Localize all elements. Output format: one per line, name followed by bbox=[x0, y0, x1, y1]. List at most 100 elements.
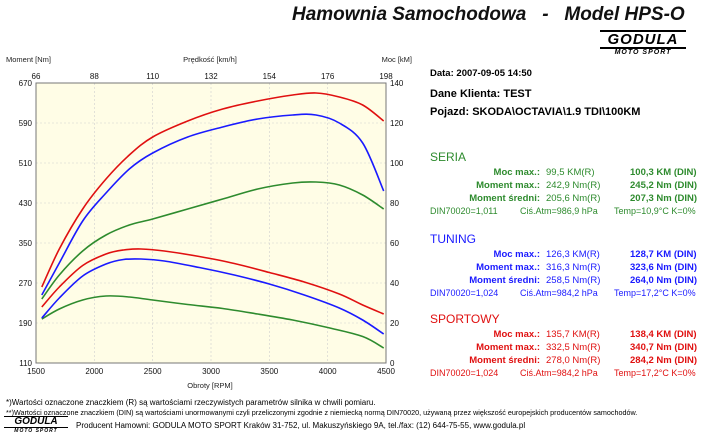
footer-logo-name: GODULA bbox=[4, 416, 68, 428]
x-top-axis-label: Prędkość [km/h] bbox=[183, 55, 237, 64]
y-left-tick-label: 590 bbox=[19, 119, 33, 128]
date-label: Data: bbox=[430, 68, 454, 79]
row-label: Moc max.: bbox=[493, 249, 540, 260]
y-right-tick-label: 120 bbox=[390, 119, 404, 128]
value-r: 278,0 Nm(R) bbox=[546, 355, 601, 366]
temperature: Temp=10,9°C K=0% bbox=[614, 206, 696, 216]
section-title: TUNING bbox=[430, 232, 476, 246]
value-r: 205,6 Nm(R) bbox=[546, 193, 601, 204]
value-r: 316,3 Nm(R) bbox=[546, 262, 601, 273]
pressure: Ciś.Atm=984,2 hPa bbox=[520, 288, 598, 298]
power-curve-3 bbox=[41, 181, 385, 300]
x-top-tick-label: 154 bbox=[263, 72, 277, 81]
torque-curve-2 bbox=[41, 248, 385, 315]
vehicle-label: Pojazd: bbox=[430, 106, 470, 118]
vehicle-line: Pojazd: SKODA\OCTAVIA\1.9 TDI\100KM bbox=[430, 106, 640, 118]
y-left-tick-label: 350 bbox=[19, 239, 33, 248]
x-top-tick-label: 88 bbox=[90, 72, 99, 81]
x-top-tick-label: 110 bbox=[146, 72, 159, 81]
result-row: Moment max.:316,3 Nm(R)323,6 Nm (DIN)240… bbox=[430, 262, 712, 274]
result-row: Moment średni:278,0 Nm(R)284,2 Nm (DIN)+… bbox=[430, 355, 712, 367]
x-tick-label: 4500 bbox=[377, 367, 395, 376]
value-din: 207,3 Nm (DIN) bbox=[630, 193, 698, 204]
x-top-tick-label: 176 bbox=[321, 72, 335, 81]
footnote-din: **)Wartości oznaczone znaczkiem (DIN) są… bbox=[6, 408, 638, 417]
section-2: SPORTOWY Moc max.: 135,7 KM(R) 138,4 KM (DI… bbox=[430, 312, 712, 388]
row-label: Moment średni: bbox=[469, 193, 540, 204]
value-din: 264,0 Nm (DIN) bbox=[630, 275, 698, 286]
page-title: Hamownia Samochodowa - Model HPS-O bbox=[292, 4, 685, 25]
client-label: Dane Klienta: bbox=[430, 88, 501, 100]
y-left-tick-label: 430 bbox=[19, 199, 33, 208]
din-factor: DIN70020=1,024 bbox=[430, 368, 499, 378]
y-right-tick-label: 0 bbox=[390, 359, 395, 368]
row-label: Moment średni: bbox=[469, 275, 540, 286]
value-r: 126,3 KM(R) bbox=[546, 249, 600, 260]
result-row: Moment max.:242,9 Nm(R)245,2 Nm (DIN)211… bbox=[430, 180, 712, 192]
value-din: 138,4 KM (DIN) bbox=[630, 329, 697, 340]
y-right-axis-label: Moc [kM] bbox=[382, 55, 412, 64]
row-label: Moment max.: bbox=[476, 180, 540, 191]
temperature: Temp=17,2°C K=0% bbox=[614, 288, 696, 298]
row-label: Moment średni: bbox=[469, 355, 540, 366]
y-right-tick-label: 40 bbox=[390, 279, 399, 288]
section-title: SERIA bbox=[430, 150, 467, 164]
footnote-r: *)Wartości oznaczone znaczkiem (R) są wa… bbox=[6, 398, 376, 407]
row-label: Moc max.: bbox=[493, 167, 540, 178]
y-left-tick-label: 270 bbox=[19, 279, 33, 288]
y-left-tick-label: 670 bbox=[19, 79, 33, 88]
value-din: 323,6 Nm (DIN) bbox=[630, 262, 698, 273]
x-axis-label: Obroty [RPM] bbox=[187, 381, 232, 390]
x-tick-label: 2000 bbox=[85, 367, 103, 376]
y-left-tick-label: 190 bbox=[19, 319, 33, 328]
date-line: Data: 2007-09-05 14:50 bbox=[430, 68, 532, 79]
footer-logo: GODULA MOTO SPORT bbox=[4, 416, 68, 434]
y-left-axis-label: Moment [Nm] bbox=[6, 55, 51, 64]
row-label: Moc max.: bbox=[493, 329, 540, 340]
value-r: 242,9 Nm(R) bbox=[546, 180, 601, 191]
y-left-tick-label: 110 bbox=[19, 359, 32, 368]
footer-logo-subtitle: MOTO SPORT bbox=[14, 428, 58, 434]
client-value: TEST bbox=[503, 88, 532, 100]
torque-curve-0 bbox=[41, 295, 385, 349]
y-right-tick-label: 60 bbox=[390, 239, 399, 248]
power-curve-5 bbox=[41, 92, 385, 288]
value-din: 100,3 KM (DIN) bbox=[630, 167, 697, 178]
value-din: 128,7 KM (DIN) bbox=[630, 249, 697, 260]
torque-curve-1 bbox=[41, 258, 385, 335]
din-factor: DIN70020=1,024 bbox=[430, 288, 499, 298]
producer-info: Producent Hamowni: GODULA MOTO SPORT Kra… bbox=[76, 421, 526, 430]
y-right-tick-label: 80 bbox=[390, 199, 399, 208]
x-top-tick-label: 132 bbox=[204, 72, 218, 81]
result-row: Moc max.:135,7 KM(R)138,4 KM (DIN)3820 o… bbox=[430, 329, 712, 341]
power-curve-4 bbox=[41, 113, 385, 296]
section-title: SPORTOWY bbox=[430, 312, 500, 326]
value-r: 258,5 Nm(R) bbox=[546, 275, 601, 286]
pressure: Ciś.Atm=984,2 hPa bbox=[520, 368, 598, 378]
x-tick-label: 3000 bbox=[202, 367, 220, 376]
x-tick-label: 3500 bbox=[260, 367, 278, 376]
result-row: Moment średni:258,5 Nm(R)264,0 Nm (DIN)+… bbox=[430, 275, 712, 287]
brand-name: GODULA bbox=[600, 30, 686, 49]
row-label: Moment max.: bbox=[476, 342, 540, 353]
value-r: 99,5 KM(R) bbox=[546, 167, 595, 178]
din-factor: DIN70020=1,011 bbox=[430, 206, 498, 216]
result-row: Moment max.:332,5 Nm(R)340,7 Nm (DIN)237… bbox=[430, 342, 712, 354]
y-left-tick-label: 510 bbox=[19, 159, 33, 168]
y-right-tick-label: 140 bbox=[390, 79, 404, 88]
value-r: 135,7 KM(R) bbox=[546, 329, 600, 340]
x-tick-label: 1500 bbox=[27, 367, 45, 376]
brand-logo: GODULA MOTO SPORT bbox=[600, 30, 686, 56]
x-top-tick-label: 66 bbox=[32, 72, 41, 81]
vehicle-value: SKODA\OCTAVIA\1.9 TDI\100KM bbox=[472, 106, 641, 118]
client-line: Dane Klienta: TEST bbox=[430, 88, 531, 100]
value-din: 340,7 Nm (DIN) bbox=[630, 342, 698, 353]
value-r: 332,5 Nm(R) bbox=[546, 342, 601, 353]
pressure: Ciś.Atm=986,9 hPa bbox=[520, 206, 598, 216]
plot-frame bbox=[35, 82, 387, 364]
x-tick-label: 4000 bbox=[319, 367, 337, 376]
value-din: 245,2 Nm (DIN) bbox=[630, 180, 698, 191]
x-top-tick-label: 198 bbox=[379, 72, 393, 81]
